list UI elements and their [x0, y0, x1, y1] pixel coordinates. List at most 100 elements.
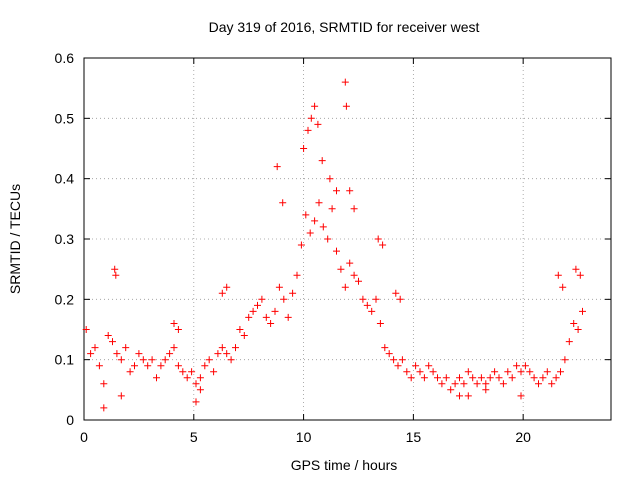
- data-point: [223, 283, 231, 291]
- data-point: [293, 271, 301, 279]
- data-point: [258, 295, 266, 303]
- data-point: [297, 241, 305, 249]
- data-point: [379, 241, 387, 249]
- data-point: [240, 332, 248, 339]
- data-point: [314, 120, 322, 128]
- data-point: [559, 283, 567, 291]
- data-point: [300, 145, 308, 152]
- data-point: [543, 368, 551, 376]
- chart-title: Day 319 of 2016, SRMTID for receiver wes…: [209, 19, 480, 35]
- data-point: [392, 289, 400, 297]
- data-point: [552, 374, 560, 382]
- data-point: [548, 380, 556, 388]
- data-point: [192, 398, 200, 406]
- data-point: [223, 350, 231, 358]
- data-point: [174, 326, 182, 333]
- data-point: [554, 271, 562, 279]
- y-axis-label: SRMTID / TECUs: [7, 184, 23, 294]
- data-point: [306, 229, 314, 237]
- data-point: [210, 368, 218, 376]
- y-tick-label: 0.3: [55, 231, 75, 247]
- data-point: [205, 356, 213, 364]
- data-point: [350, 271, 358, 279]
- data-point: [275, 283, 283, 291]
- data-point: [289, 289, 297, 297]
- data-point: [245, 313, 253, 321]
- data-point: [122, 344, 130, 352]
- x-tick-label: 15: [406, 429, 422, 445]
- data-point: [188, 368, 196, 376]
- data-point: [561, 356, 569, 364]
- data-point: [508, 374, 516, 382]
- data-point: [100, 380, 108, 388]
- data-point: [376, 320, 384, 327]
- data-point: [117, 356, 125, 364]
- data-point: [174, 362, 182, 370]
- data-point: [574, 326, 582, 333]
- data-point: [486, 374, 494, 382]
- y-tick-label: 0.2: [55, 291, 75, 307]
- data-point: [170, 320, 178, 327]
- data-point: [117, 392, 125, 400]
- data-point: [179, 368, 187, 376]
- data-points: [82, 78, 586, 412]
- data-point: [196, 374, 204, 382]
- data-point: [218, 289, 226, 297]
- grid-lines: [84, 58, 611, 420]
- data-point: [355, 277, 362, 285]
- data-point: [572, 265, 580, 273]
- data-point: [495, 374, 503, 382]
- data-point: [201, 362, 209, 370]
- data-point: [139, 356, 147, 364]
- data-point: [368, 307, 376, 315]
- data-point: [95, 362, 103, 370]
- data-point: [341, 283, 349, 291]
- data-point: [153, 374, 160, 382]
- data-point: [166, 350, 174, 358]
- data-point: [482, 386, 490, 394]
- data-point: [326, 175, 334, 183]
- data-point: [363, 301, 371, 309]
- data-point: [565, 338, 573, 346]
- data-point: [403, 368, 411, 376]
- data-point: [249, 307, 257, 315]
- data-point: [342, 102, 350, 110]
- data-point: [161, 356, 169, 364]
- data-point: [456, 392, 463, 400]
- data-point: [112, 271, 120, 279]
- data-point: [469, 374, 477, 382]
- data-point: [324, 235, 332, 243]
- data-point: [279, 199, 287, 207]
- data-point: [227, 356, 235, 364]
- data-point: [131, 362, 138, 370]
- data-point: [456, 374, 463, 382]
- data-point: [530, 374, 538, 382]
- data-point: [91, 344, 99, 352]
- data-point: [442, 374, 450, 382]
- data-point: [504, 368, 512, 376]
- data-point: [473, 380, 481, 388]
- data-point: [539, 374, 547, 382]
- data-point: [429, 368, 437, 376]
- data-point: [394, 362, 402, 370]
- axis-ticks: 0 5 10 15 20 0 0.1 0.2 0.3 0.4 0.5 0.6: [55, 50, 611, 445]
- data-point: [460, 380, 468, 388]
- data-point: [557, 368, 564, 376]
- data-point: [267, 320, 275, 327]
- data-point: [333, 187, 340, 195]
- data-point: [280, 295, 288, 303]
- data-point: [535, 380, 542, 388]
- data-point: [271, 307, 279, 315]
- data-point: [333, 247, 340, 255]
- data-point: [576, 271, 584, 279]
- data-point: [311, 217, 319, 225]
- data-point: [499, 380, 507, 388]
- data-point: [284, 313, 292, 321]
- data-point: [144, 362, 152, 370]
- data-point: [262, 313, 270, 321]
- data-point: [196, 386, 204, 394]
- data-point: [491, 368, 499, 376]
- x-tick-label: 10: [296, 429, 312, 445]
- data-point: [183, 374, 191, 382]
- data-point: [359, 295, 367, 303]
